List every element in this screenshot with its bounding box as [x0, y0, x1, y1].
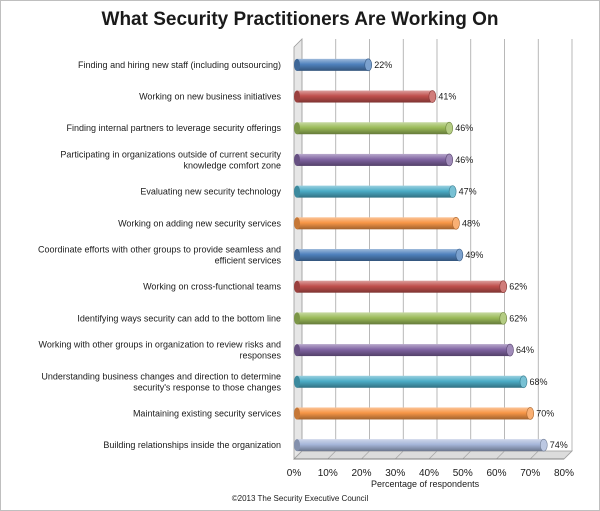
value-label: 62% — [509, 282, 527, 292]
bar-start-cap — [294, 217, 300, 230]
category-label: Finding and hiring new staff (including … — [78, 60, 281, 70]
bar — [297, 312, 504, 325]
x-tick-label: 30% — [385, 468, 405, 479]
value-label: 70% — [536, 408, 554, 418]
gridline-floor — [293, 450, 303, 460]
x-axis-title: Percentage of respondents — [371, 479, 480, 489]
bar — [297, 407, 531, 420]
category-label: Working on adding new security services — [118, 218, 281, 228]
bar-start-cap — [294, 90, 300, 103]
gridline-floor — [496, 450, 505, 460]
value-label: 49% — [465, 250, 483, 260]
bar-start-cap — [294, 280, 300, 293]
bar-end-cap — [452, 217, 460, 230]
value-label: 47% — [459, 187, 477, 197]
bar-end-cap — [448, 185, 457, 198]
bar-start-cap — [294, 344, 300, 357]
bar-end-cap — [526, 407, 535, 420]
bar — [297, 375, 524, 388]
bar — [297, 217, 456, 230]
bar-end-cap — [506, 343, 514, 357]
x-tick-label: 60% — [486, 468, 506, 479]
gridline-floor — [361, 450, 370, 460]
bar — [297, 249, 460, 261]
x-tick-label: 40% — [419, 468, 439, 479]
bar-start-cap — [294, 58, 300, 71]
value-label: 41% — [438, 92, 456, 102]
value-label: 22% — [374, 60, 392, 70]
bar-end-cap — [455, 248, 464, 262]
x-tick-label: 0% — [287, 468, 302, 479]
bar-end-cap — [499, 280, 508, 293]
value-label: 74% — [550, 440, 568, 450]
bar — [297, 439, 544, 452]
value-label: 46% — [455, 123, 473, 133]
bar-start-cap — [294, 375, 300, 388]
x-tick-label: 70% — [520, 468, 540, 479]
bar-start-cap — [294, 153, 300, 166]
bar-start-cap — [294, 185, 300, 198]
chart-title: What Security Practitioners Are Working … — [101, 9, 499, 30]
category-label: Identifying ways security can add to the… — [77, 313, 281, 323]
bar — [297, 280, 504, 293]
category-label: Building relationships inside the organi… — [103, 440, 281, 450]
bar — [297, 122, 450, 135]
category-label: Maintaining existing security services — [133, 408, 282, 418]
bar — [297, 185, 453, 198]
category-label: Participating in organizations outside o… — [60, 149, 281, 170]
bar-end-cap — [539, 438, 548, 452]
value-label: 46% — [455, 155, 473, 165]
bar-start-cap — [294, 122, 300, 135]
x-tick-label: 50% — [453, 468, 473, 479]
copyright-footer: ©2013 The Security Executive Council — [231, 494, 369, 503]
category-label: Understanding business changes and direc… — [41, 371, 281, 392]
x-tick-label: 80% — [554, 468, 574, 479]
bar-end-cap — [499, 312, 508, 325]
bar — [297, 90, 433, 103]
category-label: Working on new business initiatives — [139, 92, 281, 102]
value-label: 62% — [509, 313, 527, 323]
bar-end-cap — [445, 121, 454, 135]
value-label: 64% — [516, 345, 534, 355]
value-label: 68% — [530, 377, 548, 387]
gridline-floor — [327, 450, 337, 460]
category-label: Finding internal partners to leverage se… — [67, 123, 282, 133]
gridline-floor — [563, 450, 573, 460]
category-label: Working with other groups in organizatio… — [39, 340, 282, 361]
bar-start-cap — [294, 249, 300, 261]
bar-end-cap — [445, 153, 454, 167]
bar-start-cap — [294, 439, 300, 452]
bar-end-cap — [364, 58, 373, 72]
bar-end-cap — [428, 90, 437, 103]
bar-start-cap — [294, 312, 300, 325]
gridline-floor — [394, 450, 404, 460]
value-label: 48% — [462, 218, 480, 228]
x-tick-label: 10% — [318, 468, 338, 479]
gridline-floor — [529, 450, 539, 460]
category-label: Coordinate efforts with other groups to … — [38, 245, 281, 266]
bar — [297, 58, 369, 71]
category-label: Working on cross-functional teams — [143, 282, 281, 292]
bar-end-cap — [519, 375, 528, 389]
x-tick-label: 20% — [351, 468, 371, 479]
bar — [297, 153, 450, 166]
bar — [297, 344, 510, 357]
gridline-floor — [428, 450, 438, 460]
category-label: Evaluating new security technology — [140, 187, 281, 197]
gridline-floor — [462, 450, 472, 460]
bar-start-cap — [294, 407, 300, 420]
